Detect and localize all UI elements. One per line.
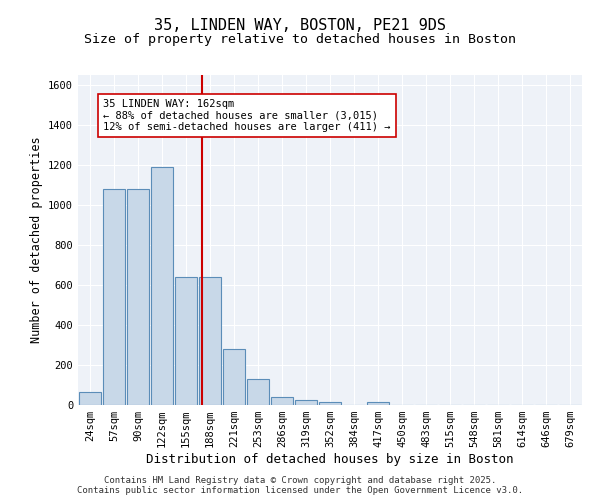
Bar	[271, 397, 293, 405]
Text: 35 LINDEN WAY: 162sqm
← 88% of detached houses are smaller (3,015)
12% of semi-d: 35 LINDEN WAY: 162sqm ← 88% of detached …	[103, 99, 391, 132]
X-axis label: Distribution of detached houses by size in Boston: Distribution of detached houses by size …	[146, 453, 514, 466]
Bar	[199, 277, 221, 405]
Bar	[103, 189, 125, 405]
Text: Size of property relative to detached houses in Boston: Size of property relative to detached ho…	[84, 32, 516, 46]
Bar	[175, 277, 197, 405]
Bar	[127, 189, 149, 405]
Bar	[223, 349, 245, 405]
Text: Contains HM Land Registry data © Crown copyright and database right 2025.
Contai: Contains HM Land Registry data © Crown c…	[77, 476, 523, 495]
Bar	[295, 400, 317, 405]
Bar	[319, 402, 341, 405]
Y-axis label: Number of detached properties: Number of detached properties	[29, 136, 43, 344]
Text: 35, LINDEN WAY, BOSTON, PE21 9DS: 35, LINDEN WAY, BOSTON, PE21 9DS	[154, 18, 446, 32]
Bar	[367, 402, 389, 405]
Bar	[151, 167, 173, 405]
Bar	[79, 392, 101, 405]
Bar	[247, 379, 269, 405]
